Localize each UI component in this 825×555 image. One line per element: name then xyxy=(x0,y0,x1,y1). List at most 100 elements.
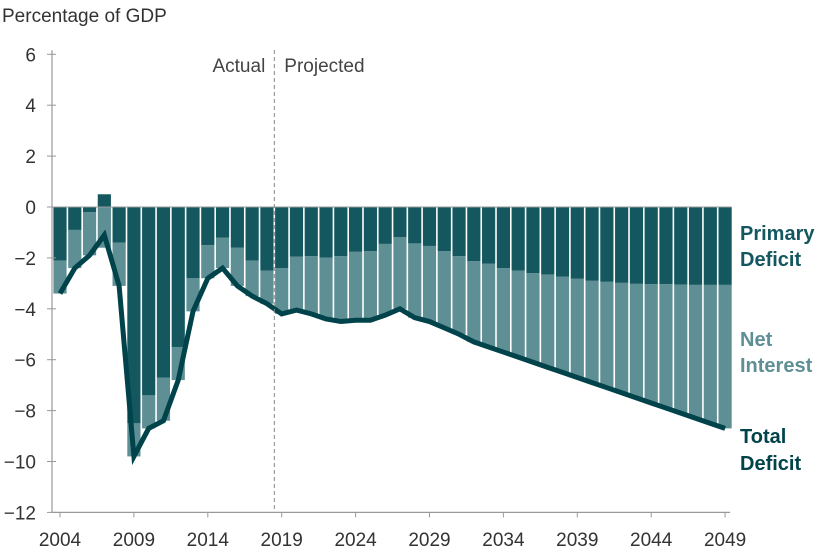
x-tick-label: 2019 xyxy=(261,530,303,550)
net-interest-bar xyxy=(659,284,673,409)
net-interest-bar xyxy=(703,284,717,424)
net-interest-bar xyxy=(378,243,392,316)
x-tick-label: 2014 xyxy=(187,530,230,550)
y-tick-label: −10 xyxy=(4,453,36,474)
primary-deficit-bar xyxy=(541,207,555,275)
primary-deficit-bar xyxy=(201,207,215,246)
net-interest-bar xyxy=(245,260,259,297)
net-interest-bar xyxy=(555,276,570,373)
x-tick-label: 2039 xyxy=(556,530,598,550)
x-tick-label: 2049 xyxy=(704,530,746,550)
primary-deficit-bar xyxy=(275,207,289,269)
x-tick-label: 2029 xyxy=(408,530,450,550)
primary-deficit-bar xyxy=(319,207,333,258)
y-tick-label: −12 xyxy=(4,503,36,524)
net-interest-bar xyxy=(570,278,584,378)
total-deficit-line xyxy=(57,229,726,466)
net-interest-bar xyxy=(201,245,215,279)
net-interest-bar xyxy=(629,283,644,398)
total-deficit-label-line2: Deficit xyxy=(740,453,801,475)
net-interest-bar xyxy=(585,280,599,383)
primary-deficit-bar xyxy=(570,207,584,279)
total-deficit-label-line1: Total xyxy=(740,426,786,448)
primary-deficit-bar xyxy=(186,207,200,279)
primary-deficit-bar xyxy=(659,207,673,285)
primary-deficit-bar xyxy=(68,207,82,230)
primary-deficit-bar xyxy=(171,207,185,347)
primary-deficit-bar xyxy=(674,207,688,285)
net-interest-bar xyxy=(319,257,333,319)
net-interest-bar xyxy=(230,247,244,286)
net-interest-bar xyxy=(275,268,289,314)
net-interest-bar xyxy=(600,281,614,388)
net-interest-bar xyxy=(452,256,466,335)
net-interest-bar xyxy=(422,245,437,322)
primary-deficit-bar xyxy=(260,207,274,271)
primary-deficit-bar xyxy=(349,207,363,252)
y-tick-label: −6 xyxy=(14,351,36,372)
net-interest-bar xyxy=(68,229,82,269)
line-layer xyxy=(57,229,726,466)
net-interest-bar xyxy=(215,237,230,269)
primary-surplus-bar xyxy=(97,194,111,207)
net-interest-bar xyxy=(363,251,377,321)
primary-deficit-bar xyxy=(393,207,407,238)
primary-deficit-label-line2: Deficit xyxy=(740,249,801,271)
primary-deficit-bar xyxy=(703,207,717,285)
y-tick-label: −4 xyxy=(14,300,36,321)
net-interest-bar xyxy=(467,261,481,342)
primary-deficit-bar xyxy=(127,207,141,424)
net-interest-bar xyxy=(408,243,422,318)
primary-deficit-bar xyxy=(555,207,570,277)
primary-deficit-bar xyxy=(511,207,525,271)
y-tick-label: 2 xyxy=(25,147,36,168)
net-interest-bar xyxy=(82,212,97,256)
net-interest-bar xyxy=(349,251,363,321)
net-interest-bar xyxy=(526,273,540,363)
y-tick-label: 0 xyxy=(25,198,36,219)
net-interest-bar xyxy=(289,256,304,311)
primary-deficit-bar xyxy=(452,207,466,257)
net-interest-bar xyxy=(644,284,658,403)
primary-deficit-bar xyxy=(585,207,599,281)
primary-deficit-bar xyxy=(363,207,377,252)
net-interest-bar xyxy=(688,284,703,419)
net-interest-bar xyxy=(615,282,629,393)
primary-deficit-bar xyxy=(304,207,318,257)
primary-deficit-bar xyxy=(437,207,451,252)
series-labels: Primary Deficit Net Interest Total Defic… xyxy=(740,223,815,475)
primary-deficit-bar xyxy=(615,207,629,283)
primary-deficit-bar xyxy=(422,207,437,246)
y-tick-label: −8 xyxy=(14,402,36,423)
primary-deficit-bar xyxy=(467,207,481,262)
primary-deficit-bar xyxy=(718,207,732,285)
primary-deficit-bar xyxy=(526,207,540,274)
net-interest-bar xyxy=(482,263,496,347)
x-tick-label: 2004 xyxy=(39,530,82,550)
net-interest-bar xyxy=(496,268,510,353)
y-tick-label: 4 xyxy=(25,96,36,117)
net-interest-bar xyxy=(674,284,688,414)
x-tick-label: 2044 xyxy=(630,530,673,550)
net-interest-bar xyxy=(260,270,274,304)
primary-deficit-bar xyxy=(245,207,259,261)
net-interest-bar xyxy=(437,251,451,328)
primary-deficit-bar xyxy=(142,207,156,396)
primary-deficit-bar xyxy=(644,207,658,285)
primary-deficit-bar xyxy=(482,207,496,264)
primary-deficit-label-line1: Primary xyxy=(740,223,815,245)
bars-layer xyxy=(53,194,732,457)
primary-deficit-bar xyxy=(53,207,67,261)
y-tick-label: −2 xyxy=(14,249,36,270)
primary-deficit-bar xyxy=(629,207,644,284)
primary-deficit-bar xyxy=(600,207,614,282)
x-tick-label: 2034 xyxy=(482,530,525,550)
y-axis-title: Percentage of GDP xyxy=(2,6,167,27)
primary-deficit-bar xyxy=(215,207,230,238)
x-tick-label: 2024 xyxy=(334,530,377,550)
primary-deficit-bar xyxy=(230,207,244,248)
projected-label: Projected xyxy=(284,56,364,77)
net-interest-bar xyxy=(511,270,525,358)
primary-deficit-bar xyxy=(112,207,126,243)
